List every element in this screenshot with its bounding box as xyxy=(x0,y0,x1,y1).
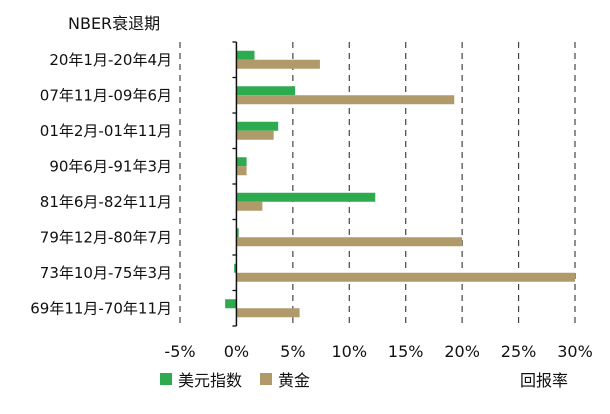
legend-label-gold: 黄金 xyxy=(278,371,311,390)
bar-gold-6 xyxy=(236,272,575,282)
x-tick-label-2: 5% xyxy=(280,342,305,361)
bar-gold-4 xyxy=(236,201,263,211)
bar-gold-7 xyxy=(236,308,300,318)
bar-usd-0 xyxy=(236,50,255,60)
bar-usd-1 xyxy=(236,86,296,96)
x-tick-label-5: 20% xyxy=(444,342,480,361)
legend-swatch-usd xyxy=(160,373,172,385)
bar-gold-5 xyxy=(236,237,463,247)
legend: 美元指数 黄金 xyxy=(160,367,328,391)
category-label-0: 20年1月-20年4月 xyxy=(49,51,172,69)
bar-usd-2 xyxy=(236,121,279,131)
bar-usd-3 xyxy=(236,157,247,167)
legend-label-usd: 美元指数 xyxy=(178,371,243,390)
bar-gold-0 xyxy=(236,59,320,69)
x-tick-label-0: -5% xyxy=(164,342,195,361)
bar-usd-7 xyxy=(225,299,237,309)
category-label-7: 69年11月-70年11月 xyxy=(30,299,172,317)
legend-item-gold: 黄金 xyxy=(260,367,310,391)
x-axis-label: 回报率 xyxy=(520,371,569,390)
bar-gold-3 xyxy=(236,166,247,176)
x-tick-label-4: 15% xyxy=(388,342,424,361)
category-label-3: 90年6月-91年3月 xyxy=(49,157,172,175)
bar-usd-4 xyxy=(236,192,376,202)
category-label-1: 07年11月-09年6月 xyxy=(40,86,172,104)
x-tick-label-7: 30% xyxy=(557,342,593,361)
category-label-2: 01年2月-01年11月 xyxy=(40,122,172,140)
bar-usd-6 xyxy=(234,263,237,273)
x-tick-label-3: 10% xyxy=(332,342,368,361)
category-label-5: 79年12月-80年7月 xyxy=(40,228,172,246)
bar-gold-2 xyxy=(236,130,274,140)
x-tick-label-1: 0% xyxy=(224,342,249,361)
bar-usd-5 xyxy=(236,228,239,238)
category-header: NBER衰退期 xyxy=(68,14,161,33)
legend-swatch-gold xyxy=(260,373,273,385)
category-label-6: 73年10月-75年3月 xyxy=(40,264,172,282)
category-label-4: 81年6月-82年11月 xyxy=(40,193,172,211)
bar-gold-1 xyxy=(236,95,455,105)
legend-item-usd: 美元指数 xyxy=(160,367,242,391)
x-tick-label-6: 25% xyxy=(501,342,537,361)
